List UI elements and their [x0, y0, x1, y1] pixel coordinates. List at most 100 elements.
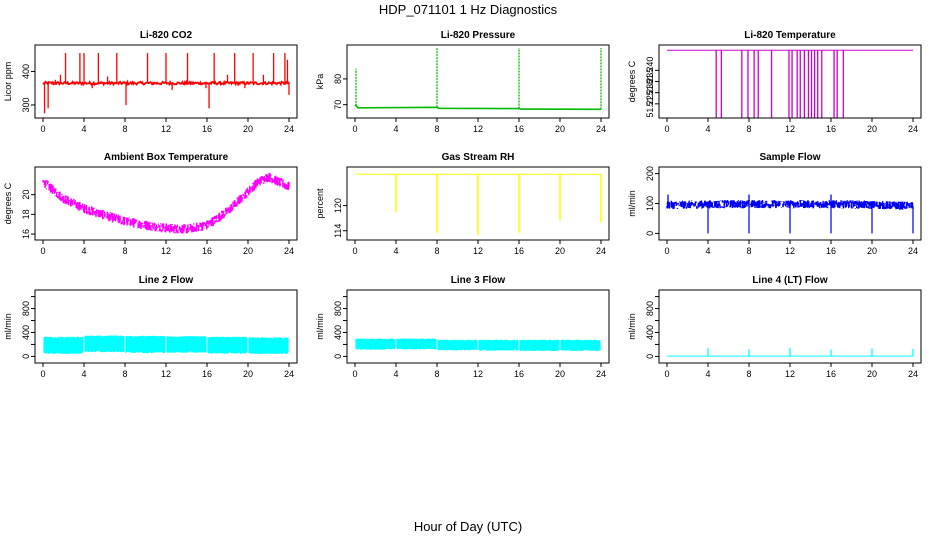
- y-tick-label: 51.240: [645, 57, 655, 85]
- panel-frame: [346, 289, 610, 364]
- x-tick-label: 16: [826, 369, 836, 379]
- figure-title: HDP_071101 1 Hz Diagnostics: [378, 2, 558, 17]
- data-segment: [560, 339, 601, 351]
- data-segment: [43, 336, 84, 354]
- data-segment: [355, 338, 396, 350]
- data-band: [42, 172, 290, 234]
- panel-data: [355, 338, 601, 351]
- y-tick-label: 800: [645, 301, 655, 316]
- y-tick-label: 20: [21, 190, 31, 200]
- x-tick-label: 24: [596, 369, 606, 379]
- y-tick-label: 200: [645, 166, 655, 181]
- x-tick-label: 24: [908, 369, 918, 379]
- panel-title: Line 4 (LT) Flow: [752, 275, 828, 286]
- panel-5: Sample Flow 0 4 8 12 16 20 24 0 100 200 ml/min: [627, 152, 922, 256]
- x-tick-label: 8: [122, 124, 127, 134]
- data-segment: [396, 338, 437, 350]
- data-segment: [84, 335, 125, 353]
- y-axis-label: percent: [315, 188, 325, 219]
- x-tick-label: 4: [705, 369, 710, 379]
- panel-title: Line 2 Flow: [139, 275, 194, 286]
- x-tick-label: 4: [393, 124, 398, 134]
- x-tick-label: 0: [352, 124, 357, 134]
- x-tick-label: 4: [81, 369, 86, 379]
- x-tick-label: 0: [352, 369, 357, 379]
- y-tick-label: 80: [333, 74, 343, 84]
- y-tick-label: 400: [645, 325, 655, 340]
- x-tick-label: 20: [867, 369, 877, 379]
- y-tick-label: 0: [645, 231, 655, 236]
- x-tick-label: 20: [243, 124, 253, 134]
- data-segment: [478, 339, 519, 351]
- y-tick-label: 16: [21, 229, 31, 239]
- x-tick-label: 8: [122, 369, 127, 379]
- x-tick-label: 16: [202, 369, 212, 379]
- x-tick-label: 24: [284, 369, 294, 379]
- y-axis-label: degrees C: [3, 182, 13, 224]
- panel-data: [354, 48, 602, 111]
- x-tick-label: 4: [81, 124, 86, 134]
- x-tick-label: 0: [40, 124, 45, 134]
- y-tick-label: 70: [333, 100, 343, 110]
- x-tick-label: 24: [908, 246, 918, 256]
- panel-data: [666, 194, 914, 234]
- x-tick-label: 24: [284, 246, 294, 256]
- panel-title: Li-820 Temperature: [744, 30, 836, 41]
- x-tick-label: 12: [473, 124, 483, 134]
- y-tick-label: 51.235: [645, 68, 655, 96]
- x-tick-label: 20: [243, 246, 253, 256]
- y-tick-label: 0: [645, 354, 655, 359]
- x-tick-label: 12: [473, 246, 483, 256]
- x-tick-label: 4: [705, 124, 710, 134]
- data-segment: [519, 339, 560, 351]
- x-tick-label: 20: [555, 246, 565, 256]
- data-segment: [207, 336, 248, 354]
- x-tick-label: 0: [664, 246, 669, 256]
- y-tick-label: 300: [21, 97, 31, 112]
- panel-data: [667, 347, 914, 357]
- y-tick-label: 0: [21, 354, 31, 359]
- x-tick-label: 8: [122, 246, 127, 256]
- y-tick-label: 800: [21, 301, 31, 316]
- x-tick-label: 4: [393, 369, 398, 379]
- panel-2: Li-820 Temperature 0 4 8 12 16 20 24 51.22551.23…: [627, 30, 922, 134]
- panel-title: Li-820 CO2: [140, 30, 193, 41]
- x-tick-label: 4: [393, 246, 398, 256]
- x-tick-label: 16: [826, 124, 836, 134]
- y-tick-label: 800: [333, 301, 343, 316]
- y-tick-label: 51.225: [645, 90, 655, 118]
- x-tick-label: 8: [434, 246, 439, 256]
- x-tick-label: 12: [161, 246, 171, 256]
- data-line: [354, 104, 602, 111]
- panel-title: Ambient Box Temperature: [104, 152, 229, 163]
- panel-title: Sample Flow: [759, 152, 820, 163]
- y-axis-label: Licor ppm: [3, 62, 13, 102]
- x-tick-label: 8: [746, 369, 751, 379]
- x-tick-label: 16: [826, 246, 836, 256]
- x-tick-label: 0: [664, 124, 669, 134]
- panel-data: [42, 53, 290, 114]
- panel-7: Line 3 Flow 0 4 8 12 16 20 24 0 400 800 ml/min: [315, 275, 610, 379]
- panel-0: Li-820 CO2 0 4 8 12 16 20 24 300 400 Licor ppm: [3, 30, 298, 134]
- x-tick-label: 0: [40, 246, 45, 256]
- panel-8: Line 4 (LT) Flow 0 4 8 12 16 20 24 0 400 800 ml/min: [627, 275, 922, 379]
- panel-title: Li-820 Pressure: [441, 30, 516, 41]
- y-tick-label: 51.230: [645, 79, 655, 107]
- x-tick-label: 12: [161, 369, 171, 379]
- panel-frame: [658, 44, 922, 119]
- x-tick-label: 0: [352, 246, 357, 256]
- panel-6: Line 2 Flow 0 4 8 12 16 20 24 0 400 800 ml/min: [3, 275, 298, 379]
- x-tick-label: 20: [867, 246, 877, 256]
- y-tick-label: 100: [645, 196, 655, 211]
- x-tick-label: 8: [746, 124, 751, 134]
- x-tick-label: 24: [596, 124, 606, 134]
- x-tick-label: 8: [746, 246, 751, 256]
- y-tick-label: 18: [21, 209, 31, 219]
- figure-xlabel: Hour of Day (UTC): [413, 519, 523, 534]
- panel-data: [355, 173, 602, 235]
- x-tick-label: 12: [473, 369, 483, 379]
- y-axis-label: ml/min: [627, 190, 637, 217]
- panel-data: [43, 335, 289, 354]
- panel-data: [667, 49, 913, 118]
